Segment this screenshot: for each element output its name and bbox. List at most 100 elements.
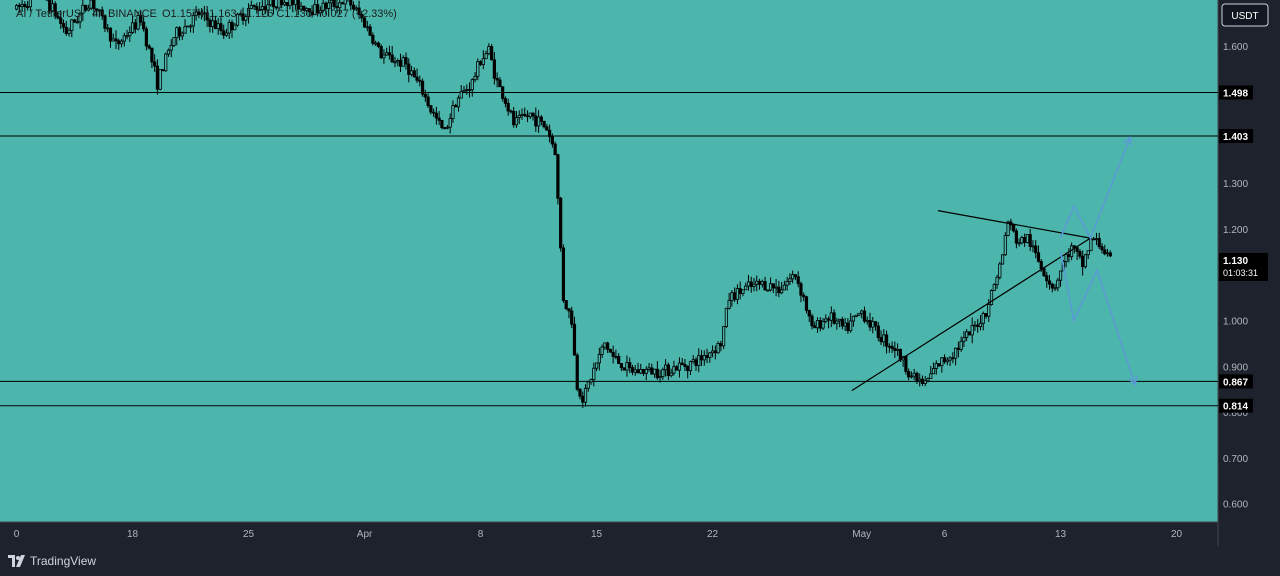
candle-254 [716, 341, 720, 354]
candle-233 [658, 369, 662, 383]
candle-374 [1047, 274, 1052, 290]
x-tick-4: 8 [478, 529, 484, 540]
candle-91 [266, 0, 270, 17]
tradingview-brand[interactable]: TradingView [8, 554, 96, 568]
candle-167 [476, 58, 480, 81]
candle-3 [23, 1, 27, 13]
candle-120 [347, 0, 349, 2]
candle-181 [514, 111, 519, 128]
candle-257 [724, 307, 728, 329]
currency-button[interactable]: USDT [1221, 3, 1269, 27]
candle-282 [793, 274, 798, 281]
projection-bullish[interactable] [1059, 137, 1131, 241]
candle-157 [448, 113, 452, 134]
candle-149 [426, 93, 430, 109]
candle-31 [100, 6, 104, 20]
y-tick-5: 0.800 [1223, 408, 1248, 419]
trendline-upper[interactable] [937, 210, 1091, 239]
triangle-trendlines[interactable] [851, 210, 1091, 392]
candle-124 [357, 0, 361, 20]
x-axis-ticks: 0 18 25 Apr 8 15 22 May 6 13 20 [14, 529, 1183, 540]
projection-paths[interactable] [1059, 135, 1138, 387]
projection-bearish[interactable] [1059, 251, 1136, 385]
candle-45 [139, 10, 143, 26]
candle-28 [92, 0, 96, 17]
x-tick-1: 18 [127, 529, 139, 540]
candle-287 [807, 309, 811, 323]
candle-203 [575, 352, 579, 392]
currency-button-label: USDT [1231, 11, 1258, 22]
candle-150 [429, 105, 433, 115]
candle-39 [122, 32, 126, 47]
candle-307 [862, 306, 867, 324]
candle-356 [998, 261, 1002, 280]
candle-26 [86, 4, 90, 12]
candle-83 [244, 13, 248, 27]
candle-274 [771, 283, 775, 294]
candle-190 [539, 114, 543, 126]
symbol-title[interactable]: AI / TetherUS [16, 8, 81, 20]
candle-337 [945, 357, 949, 366]
candle-244 [688, 360, 693, 375]
candle-52 [158, 69, 162, 91]
candle-106 [307, 8, 311, 17]
y-tick-4: 0.900 [1223, 362, 1248, 373]
candle-93 [271, 0, 276, 15]
candle-129 [371, 32, 375, 46]
candle-299 [840, 316, 844, 330]
candles [14, 0, 1112, 408]
bar-countdown: 01:03:31 [1223, 268, 1258, 278]
candle-209 [592, 362, 596, 387]
candle-193 [548, 124, 552, 143]
candle-56 [169, 39, 173, 58]
candle-74 [219, 17, 223, 35]
candle-84 [246, 3, 251, 24]
price-chart[interactable]: 1.600 1.300 1.200 1.000 0.900 0.800 0.700 0.600… [0, 0, 1280, 546]
candle-285 [802, 292, 806, 302]
horizontal-levels[interactable] [0, 91, 1218, 407]
candle-241 [680, 358, 684, 366]
y-tick-3: 1.000 [1223, 317, 1248, 328]
candle-396 [1108, 250, 1112, 258]
candle-17 [61, 19, 66, 33]
candle-160 [456, 95, 461, 112]
candle-353 [989, 289, 994, 306]
footer-bar: TradingView [0, 546, 1280, 576]
candle-237 [669, 368, 673, 378]
x-tick-0: 0 [14, 529, 20, 540]
candle-324 [909, 371, 914, 379]
x-tick-3: Apr [357, 529, 373, 540]
level-label-3: 0.814 [1219, 398, 1253, 413]
candle-322 [904, 355, 908, 375]
candle-184 [523, 107, 527, 118]
y-tick-2: 1.200 [1223, 225, 1248, 236]
candle-392 [1097, 232, 1101, 250]
candle-54 [164, 52, 168, 72]
candle-389 [1089, 237, 1093, 252]
tradingview-logo-icon [8, 555, 25, 567]
candle-21 [72, 18, 77, 23]
candle-207 [586, 380, 590, 392]
trendline-lower[interactable] [851, 237, 1091, 392]
candle-232 [655, 361, 659, 380]
projection-bearish-arrowhead [1128, 375, 1138, 387]
candle-158 [451, 100, 455, 123]
candle-48 [147, 44, 151, 50]
plot-background [0, 0, 1218, 522]
candle-194 [550, 133, 554, 148]
svg-text:1.498: 1.498 [1223, 88, 1248, 99]
candle-373 [1045, 271, 1049, 288]
candle-131 [376, 41, 380, 49]
candle-195 [553, 141, 557, 156]
x-tick-8: 6 [942, 529, 948, 540]
candle-16 [59, 10, 63, 30]
candle-215 [608, 348, 612, 353]
candle-384 [1075, 246, 1079, 261]
candle-162 [462, 86, 466, 93]
candle-62 [186, 25, 190, 28]
candle-144 [412, 67, 416, 78]
candle-32 [103, 14, 107, 32]
x-tick-5: 15 [591, 529, 603, 540]
candle-219 [619, 363, 624, 372]
candle-117 [338, 0, 342, 15]
